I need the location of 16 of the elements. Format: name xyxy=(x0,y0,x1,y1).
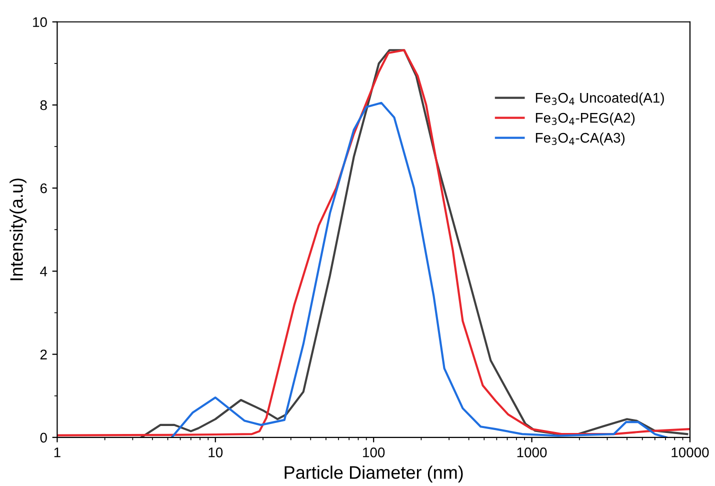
x-tick-label: 10000 xyxy=(672,447,709,458)
y-axis-title: Intensity(a.u) xyxy=(10,178,26,280)
legend-label: Fe$_{3}$O$_{4}$-CA(A3) xyxy=(536,132,625,146)
x-tick-label: 1 xyxy=(54,448,60,458)
x-tick-label: 1000 xyxy=(517,447,547,458)
legend-label: Fe$_{3}$O$_{4}$ Uncoated(A1) xyxy=(536,92,664,106)
y-tick-label: 8 xyxy=(40,100,47,110)
x-tick-label: 100 xyxy=(363,447,385,458)
y-tick-label: 6 xyxy=(40,183,47,194)
legend-label: Fe$_{3}$O$_{4}$-PEG(A2) xyxy=(536,112,635,126)
y-tick-label: 2 xyxy=(40,350,47,360)
x-axis-title: Particle Diameter (nm) xyxy=(284,466,463,482)
x-tick-label: 10 xyxy=(208,447,223,458)
y-tick-label: 10 xyxy=(33,17,47,28)
y-tick-label: 4 xyxy=(40,266,48,276)
y-tick-label: 0 xyxy=(40,432,47,443)
